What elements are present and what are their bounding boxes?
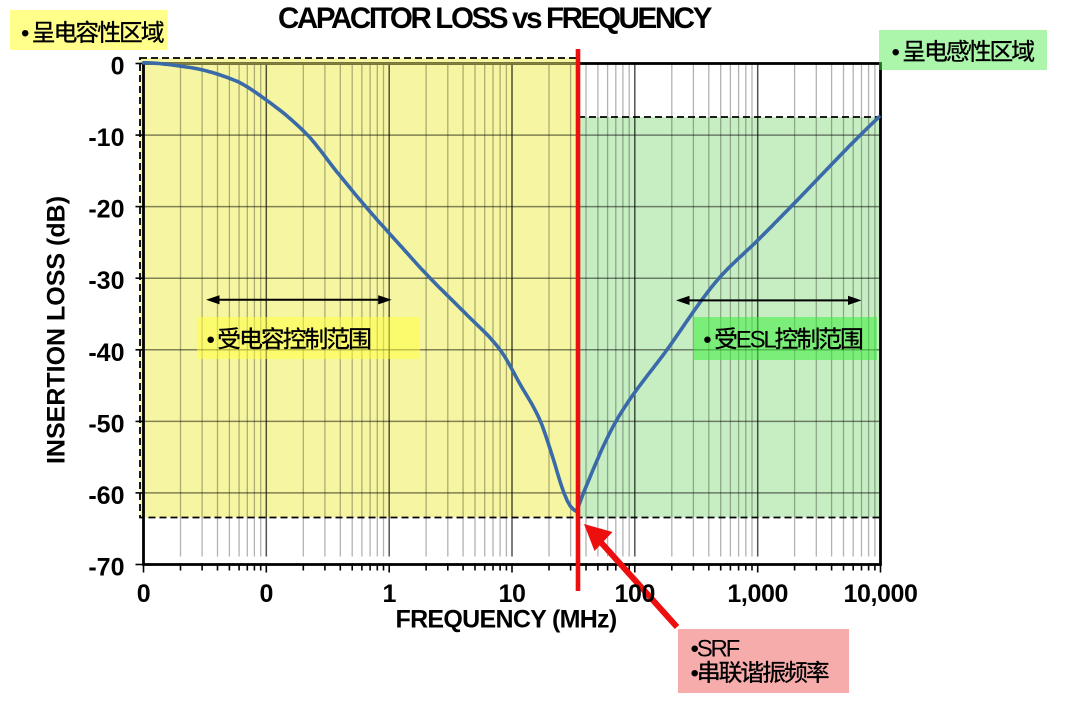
svg-text:-20: -20 [88,196,124,224]
svg-text:• 受电容控制范围: • 受电容控制范围 [207,320,371,355]
svg-text:-70: -70 [88,554,124,582]
svg-text:0: 0 [260,580,274,608]
svg-text:-10: -10 [88,124,124,152]
svg-text:-50: -50 [88,410,124,438]
svg-text:•串联谐振频率: •串联谐振频率 [691,653,829,688]
svg-text:CAPACITOR LOSS vs FREQUENCY: CAPACITOR LOSS vs FREQUENCY [278,2,713,35]
svg-text:-40: -40 [88,339,124,367]
svg-text:INSERTION LOSS (dB): INSERTION LOSS (dB) [43,196,71,464]
svg-text:• 受ESL控制范围: • 受ESL控制范围 [703,320,863,355]
svg-text:0: 0 [111,53,125,81]
svg-text:100: 100 [615,580,656,608]
svg-text:10: 10 [498,580,525,608]
svg-text:-60: -60 [88,482,124,510]
svg-text:•SRF: •SRF [691,629,740,664]
svg-text:FREQUENCY (MHz): FREQUENCY (MHz) [396,606,617,634]
svg-text:1: 1 [382,580,396,608]
svg-text:0: 0 [137,580,151,608]
svg-text:-30: -30 [88,267,124,295]
svg-text:• 呈电感性区域: • 呈电感性区域 [892,32,1036,67]
svg-text:10,000: 10,000 [843,580,917,608]
svg-text:• 呈电容性区域: • 呈电容性区域 [21,13,165,48]
svg-text:1,000: 1,000 [727,580,788,608]
